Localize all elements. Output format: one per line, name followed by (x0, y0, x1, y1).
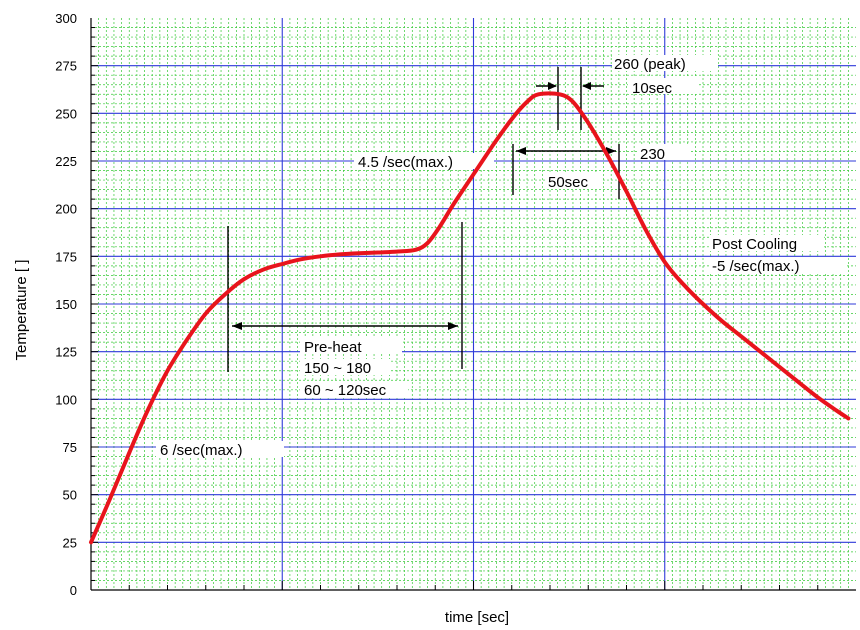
y-tick-label: 125 (55, 345, 77, 360)
y-tick-label: 200 (55, 202, 77, 217)
ramp-up-2-label: 4.5 /sec(max.) (358, 154, 453, 171)
y-tick-label: 0 (70, 583, 77, 598)
cooling-rate-label: -5 /sec(max.) (712, 258, 800, 275)
dimension-markers (227, 67, 620, 372)
axis-ticks (91, 27, 819, 590)
preheat-arrow-left (232, 322, 242, 330)
y-tick-label: 225 (55, 154, 77, 169)
y-tick-label: 50 (63, 488, 77, 503)
reflow-arrow-left (516, 147, 526, 155)
peak-arrow-right (582, 82, 591, 90)
ramp-up-2-bg (354, 153, 494, 169)
cooling-rate-bg (710, 257, 846, 273)
preheat-time-bg (300, 381, 408, 397)
reflow-time-label: 50sec (548, 174, 589, 191)
cooling-title: Post Cooling (712, 236, 797, 253)
peak-bg (612, 55, 718, 71)
preheat-arrow-right (448, 322, 458, 330)
reflow-arrow-right (606, 147, 616, 155)
y-tick-label: 150 (55, 297, 77, 312)
y-tick-label: 25 (63, 535, 77, 550)
y-tick-label: 275 (55, 59, 77, 74)
preheat-title: Pre-heat (304, 339, 362, 356)
cooling-title-bg (710, 235, 824, 251)
reflow-time-bg (546, 172, 602, 188)
peak-time-label: 10sec (632, 80, 673, 97)
peak-label: 260 (peak) (614, 56, 686, 73)
peak-time-bg (628, 78, 698, 94)
annotations: Pre-heat 150 ~ 180 60 ~ 120sec 6 /sec(ma… (156, 55, 846, 459)
y-tick-labels: 0 25 50 75 100 125 150 175 200 225 250 275 300 (55, 11, 77, 598)
y-tick-label: 175 (55, 249, 77, 264)
y-tick-label: 250 (55, 106, 77, 121)
y-axis-label: Temperature [ ] (13, 260, 30, 361)
major-grid (91, 18, 856, 590)
reflow-temp-bg (638, 144, 690, 160)
preheat-time: 60 ~ 120sec (304, 382, 387, 399)
y-tick-label: 300 (55, 11, 77, 26)
temperature-profile-line (89, 91, 851, 545)
y-tick-label: 100 (55, 392, 77, 407)
reflow-temp-label: 230 (640, 146, 665, 163)
y-tick-label: 75 (63, 440, 77, 455)
preheat-title-bg (300, 338, 402, 354)
preheat-temp: 150 ~ 180 (304, 360, 371, 377)
peak-arrow-left (548, 82, 557, 90)
preheat-temp-bg (300, 359, 390, 375)
ramp-up-1-label: 6 /sec(max.) (160, 442, 243, 459)
x-axis-label: time [sec] (445, 609, 509, 626)
ramp-up-1-bg (156, 441, 284, 457)
